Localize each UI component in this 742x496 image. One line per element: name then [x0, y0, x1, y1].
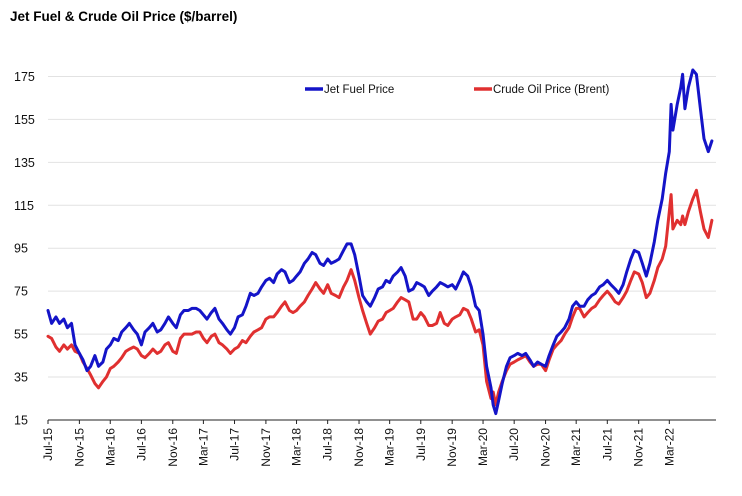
- x-tick-label: Mar-19: [383, 428, 397, 466]
- x-tick-label: Nov-20: [539, 428, 553, 467]
- x-tick-label: Nov-15: [72, 428, 86, 467]
- x-tick-label: Mar-17: [196, 428, 210, 466]
- y-tick-label: 155: [14, 113, 35, 127]
- y-tick-label: 75: [14, 285, 28, 299]
- x-tick-label: Mar-18: [290, 428, 304, 466]
- y-tick-label: 35: [14, 371, 28, 385]
- x-tick-label: Jul-18: [321, 428, 335, 461]
- x-tick-label: Mar-20: [476, 428, 490, 466]
- x-tick-label: Jul-17: [228, 428, 242, 461]
- x-tick-label: Jul-15: [41, 428, 55, 461]
- y-tick-label: 95: [14, 242, 28, 256]
- x-tick-label: Mar-22: [662, 428, 676, 466]
- y-tick-label: 55: [14, 328, 28, 342]
- gridlines: [48, 75, 716, 378]
- y-tick-label: 135: [14, 156, 35, 170]
- x-tick-label: Jul-20: [507, 428, 521, 461]
- y-tick-label: 15: [14, 414, 28, 428]
- x-tick-label: Nov-21: [632, 428, 646, 467]
- x-tick-label: Mar-16: [103, 428, 117, 466]
- series-lines: [46, 68, 714, 416]
- chart-title: Jet Fuel & Crude Oil Price ($/barrel): [10, 9, 238, 24]
- y-tick-label: 115: [14, 199, 34, 213]
- series-line-jet-fuel: [46, 68, 714, 416]
- axes: 15 35 55 75 95 115 135 155 175 Jul-15 Nov-15 Mar-16…: [14, 70, 716, 467]
- x-tick-label: Jul-19: [414, 428, 428, 461]
- x-tick-label: Nov-16: [166, 428, 180, 467]
- legend-label-jet-fuel: Jet Fuel Price: [324, 84, 394, 96]
- x-tick-label: Jul-16: [134, 428, 148, 461]
- x-tick-label: Nov-17: [259, 428, 273, 467]
- legend-label-crude-oil: Crude Oil Price (Brent): [493, 84, 609, 96]
- x-tick-label: Nov-18: [352, 428, 366, 467]
- legend: Jet Fuel Price Crude Oil Price (Brent): [305, 84, 609, 96]
- x-tick-label: Jul-21: [600, 428, 614, 461]
- x-tick-label: Mar-21: [569, 428, 583, 466]
- x-tick-label: Nov-19: [445, 428, 459, 467]
- series-line-crude-oil: [46, 188, 714, 407]
- y-tick-label: 175: [14, 70, 35, 84]
